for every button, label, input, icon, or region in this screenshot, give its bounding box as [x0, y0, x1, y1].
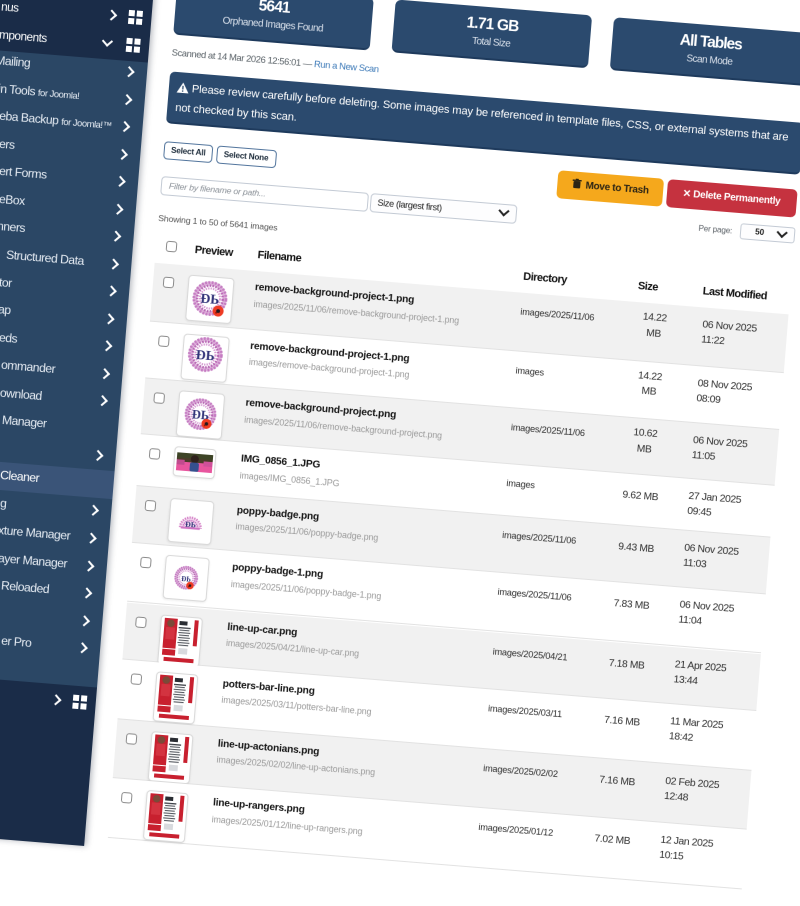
svg-text:ĐЬ: ĐЬ	[195, 346, 215, 362]
svg-text:ĐЬ: ĐЬ	[185, 520, 196, 530]
svg-text:ĐЬ: ĐЬ	[200, 291, 220, 307]
svg-text:ĐЬ: ĐЬ	[191, 407, 209, 422]
svg-text:ĐЬ: ĐЬ	[181, 576, 191, 584]
